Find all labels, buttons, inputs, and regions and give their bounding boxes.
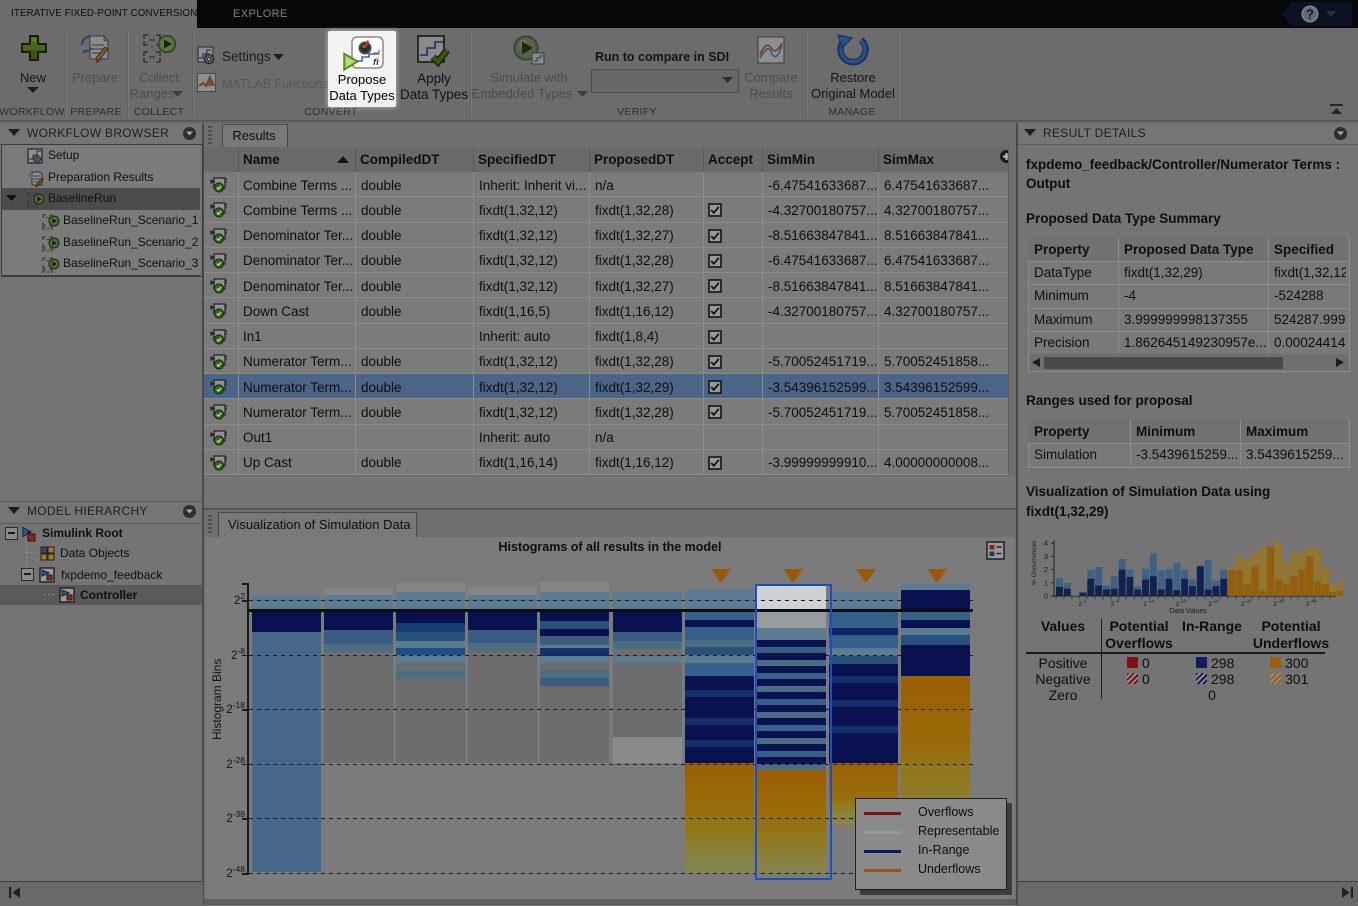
svg-text:-20: -20 (1180, 599, 1187, 604)
svg-text:1: 1 (1044, 578, 1048, 587)
svg-text:-38: -38 (1278, 599, 1285, 604)
svg-text:4: 4 (1044, 539, 1048, 548)
svg-text:-2: -2 (1083, 599, 1087, 604)
svg-text:2: 2 (1241, 601, 1245, 608)
svg-text:2: 2 (1143, 601, 1147, 608)
svg-text:2: 2 (1306, 601, 1310, 608)
svg-text:3: 3 (1044, 552, 1048, 561)
svg-text:% Occurrences: % Occurrences (1031, 540, 1038, 585)
svg-text:2: 2 (1044, 565, 1048, 574)
svg-text:2: 2 (1078, 601, 1082, 608)
svg-text:Data Values: Data Values (1169, 608, 1207, 614)
svg-text:0: 0 (1044, 592, 1048, 601)
svg-text:-44: -44 (1310, 599, 1317, 604)
svg-text:-26: -26 (1213, 599, 1220, 604)
svg-text:-14: -14 (1148, 599, 1155, 604)
svg-text:2: 2 (1111, 601, 1115, 608)
svg-text:-32: -32 (1245, 599, 1252, 604)
svg-text:2: 2 (1273, 601, 1277, 608)
svg-text:2: 2 (1176, 601, 1180, 608)
svg-text:fi: fi (373, 57, 379, 68)
svg-text:2: 2 (1208, 601, 1212, 608)
svg-text:?: ? (1306, 7, 1314, 22)
svg-text:-8: -8 (1115, 599, 1119, 604)
